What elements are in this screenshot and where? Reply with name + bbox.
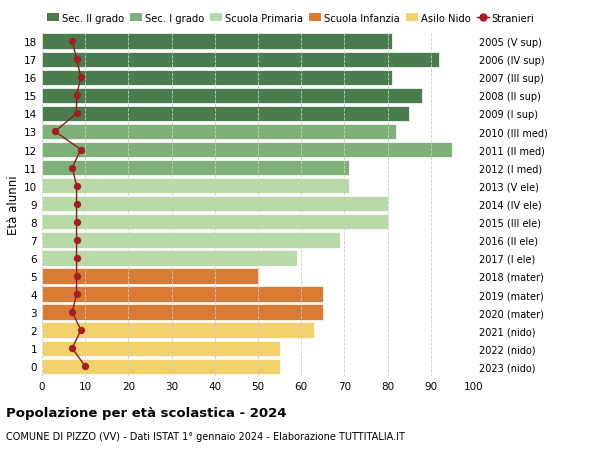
Y-axis label: Età alunni: Età alunni: [7, 174, 20, 234]
Bar: [42, 143, 452, 158]
Bar: [42, 179, 349, 194]
Point: [50, 129, 60, 136]
Text: Popolazione per età scolastica - 2024: Popolazione per età scolastica - 2024: [6, 406, 287, 419]
Point: [72, 255, 82, 262]
Point: [72, 111, 82, 118]
Point: [72, 56, 82, 64]
Point: [80, 363, 90, 370]
Bar: [42, 196, 388, 212]
Point: [67, 164, 77, 172]
Bar: [42, 251, 297, 266]
Point: [67, 309, 77, 316]
Bar: [42, 124, 396, 140]
Bar: [42, 287, 323, 302]
Bar: [42, 34, 392, 50]
Point: [67, 39, 77, 46]
Point: [72, 273, 82, 280]
Point: [72, 92, 82, 100]
Point: [72, 218, 82, 226]
Point: [72, 201, 82, 208]
Bar: [42, 323, 314, 338]
Point: [76, 327, 86, 334]
Bar: [42, 305, 323, 320]
Bar: [42, 233, 340, 248]
Point: [76, 146, 86, 154]
Bar: [42, 215, 388, 230]
Bar: [42, 359, 280, 374]
Bar: [42, 269, 258, 284]
Legend: Sec. II grado, Sec. I grado, Scuola Primaria, Scuola Infanzia, Asilo Nido, Stran: Sec. II grado, Sec. I grado, Scuola Prim…: [47, 14, 535, 24]
Bar: [42, 161, 349, 176]
Bar: [42, 70, 392, 86]
Point: [72, 237, 82, 244]
Bar: [42, 106, 409, 122]
Point: [72, 291, 82, 298]
Point: [76, 74, 86, 82]
Bar: [42, 52, 439, 68]
Bar: [42, 341, 280, 356]
Point: [72, 183, 82, 190]
Text: COMUNE DI PIZZO (VV) - Dati ISTAT 1° gennaio 2024 - Elaborazione TUTTITALIA.IT: COMUNE DI PIZZO (VV) - Dati ISTAT 1° gen…: [6, 431, 405, 442]
Bar: [42, 89, 422, 104]
Point: [67, 345, 77, 352]
